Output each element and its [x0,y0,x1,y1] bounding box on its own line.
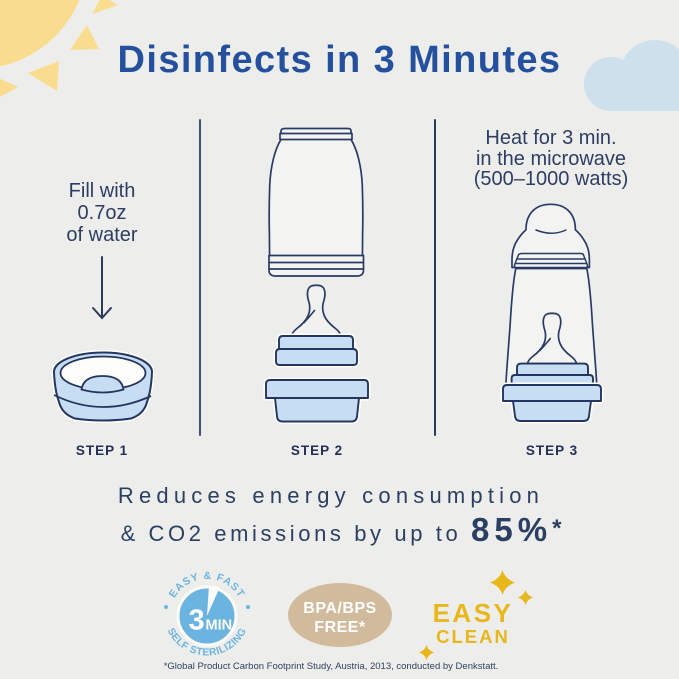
svg-text:3: 3 [189,605,205,637]
svg-text:MIN: MIN [206,618,233,634]
